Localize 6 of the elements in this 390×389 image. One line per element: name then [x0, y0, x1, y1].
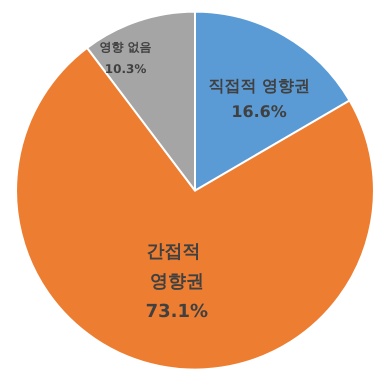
slice-label: 영향 없음	[100, 40, 152, 54]
data-label: 73.1%	[146, 300, 208, 322]
slice-label: 간접적 영향권	[146, 240, 207, 292]
data-label: 10.3%	[104, 62, 146, 76]
data-label: 16.6%	[231, 102, 287, 121]
slice-label: 직접적 영향권	[208, 76, 310, 95]
